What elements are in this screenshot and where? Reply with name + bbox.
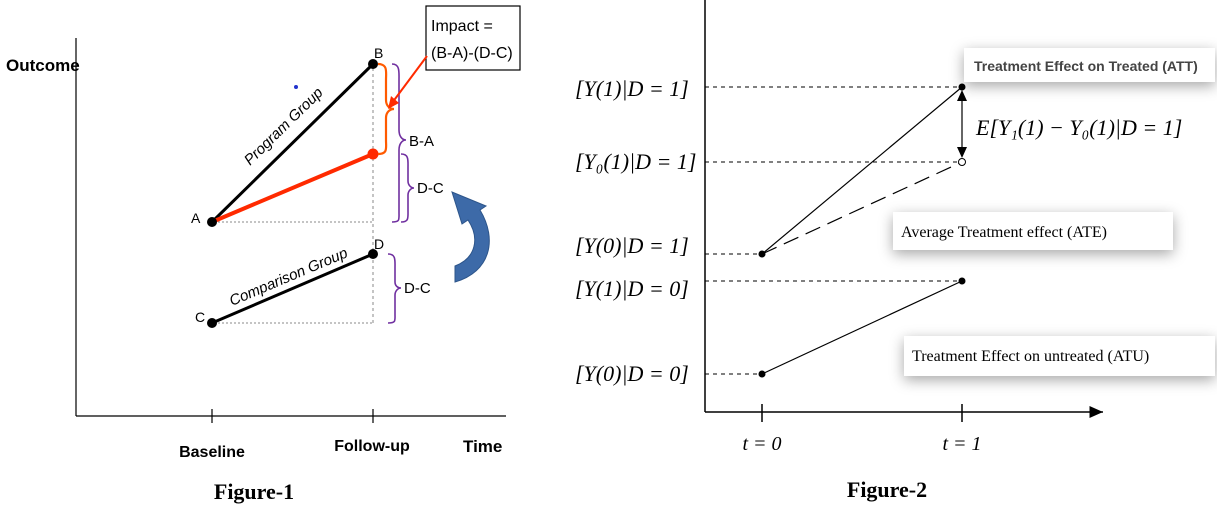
point-d: [368, 249, 378, 259]
att-callout-text: Treatment Effect on Treated (ATT): [974, 58, 1198, 74]
ate-callout-text: Average Treatment effect (ATE): [901, 224, 1107, 241]
impact-box-line-2: (B-A)-(D-C): [431, 45, 513, 62]
ate-callout-box: [893, 212, 1173, 250]
att-callout-box: [964, 48, 1215, 82]
fig1-y-axis-label: Outcome: [6, 56, 80, 75]
program-group-label: Program Group: [241, 84, 327, 169]
atu-callout-box: [904, 336, 1215, 376]
effect-arrowhead-down: [957, 147, 967, 158]
comparison-group-line: [211, 252, 374, 325]
counterfactual-line: [211, 152, 374, 224]
impact-pointer-arrowhead: [388, 96, 399, 109]
impact-box-line-1: Impact =: [431, 18, 493, 35]
ylabel-y0-d1: [Y(0)|D = 1]: [575, 233, 689, 258]
untreated-line: [761, 280, 963, 375]
brace-d-c-lower: [387, 253, 402, 324]
fig2-tick-label-t0: t = 0: [742, 433, 781, 455]
brace-d-c-upper: [400, 153, 415, 223]
figure-2: t = 0 t = 1 [Y(1)|D = 1] [Y₀(1)|D = 1] […: [575, 0, 1215, 502]
point-c: [207, 318, 217, 328]
effect-arrowhead-up: [957, 90, 967, 101]
brace-label-d-c-lower: D-C: [404, 280, 431, 297]
figure-1-caption: Figure-1: [214, 479, 294, 504]
impact-brace: [377, 62, 395, 156]
figure-2-caption: Figure-2: [847, 477, 927, 502]
curved-arrow-icon: [451, 191, 490, 283]
point-untreated-t0: [758, 370, 766, 378]
point-treated-t0: [758, 250, 766, 258]
fig1-tick-label-followup: Follow-up: [334, 438, 410, 455]
comparison-group-label: Comparison Group: [227, 245, 350, 310]
brace-label-d-c-upper: D-C: [417, 180, 444, 197]
point-label-c: C: [195, 309, 205, 325]
point-label-d: D: [374, 236, 384, 252]
point-counterfactual: [367, 148, 379, 160]
fig1-tick-label-baseline: Baseline: [179, 444, 245, 461]
point-treated-t1: [958, 83, 966, 91]
brace-b-a: [391, 63, 407, 223]
ylabel-y0-d0: [Y(0)|D = 0]: [575, 361, 689, 386]
brace-label-b-a: B-A: [409, 133, 434, 150]
fig2-tick-label-t1: t = 1: [942, 433, 981, 455]
fig1-x-axis-label: Time: [463, 437, 502, 456]
impact-box: [425, 5, 521, 71]
atu-callout-text: Treatment Effect on untreated (ATU): [912, 348, 1149, 365]
point-untreated-t1: [958, 277, 966, 285]
ylabel-y0-1-d1: [Y₀(1)|D = 1]: [575, 149, 696, 174]
point-a: [207, 217, 217, 227]
point-counterfactual-t1: [958, 158, 966, 166]
stray-dot: [294, 85, 298, 89]
effect-formula: E[Y₁(1) − Y₀(1)|D = 1]: [975, 115, 1182, 140]
point-label-a: A: [191, 210, 201, 226]
treated-line: [761, 86, 963, 255]
figure-1: Outcome Time Baseline Follow-up A B C D …: [6, 5, 521, 504]
point-b: [368, 59, 378, 69]
ylabel-y1-d1: [Y(1)|D = 1]: [575, 76, 689, 101]
program-group-line: [210, 62, 375, 224]
treated-counterfactual-line: [761, 161, 963, 255]
point-label-b: B: [374, 45, 383, 61]
ylabel-y1-d0: [Y(1)|D = 0]: [575, 276, 689, 301]
impact-pointer-arrow: [391, 55, 428, 104]
